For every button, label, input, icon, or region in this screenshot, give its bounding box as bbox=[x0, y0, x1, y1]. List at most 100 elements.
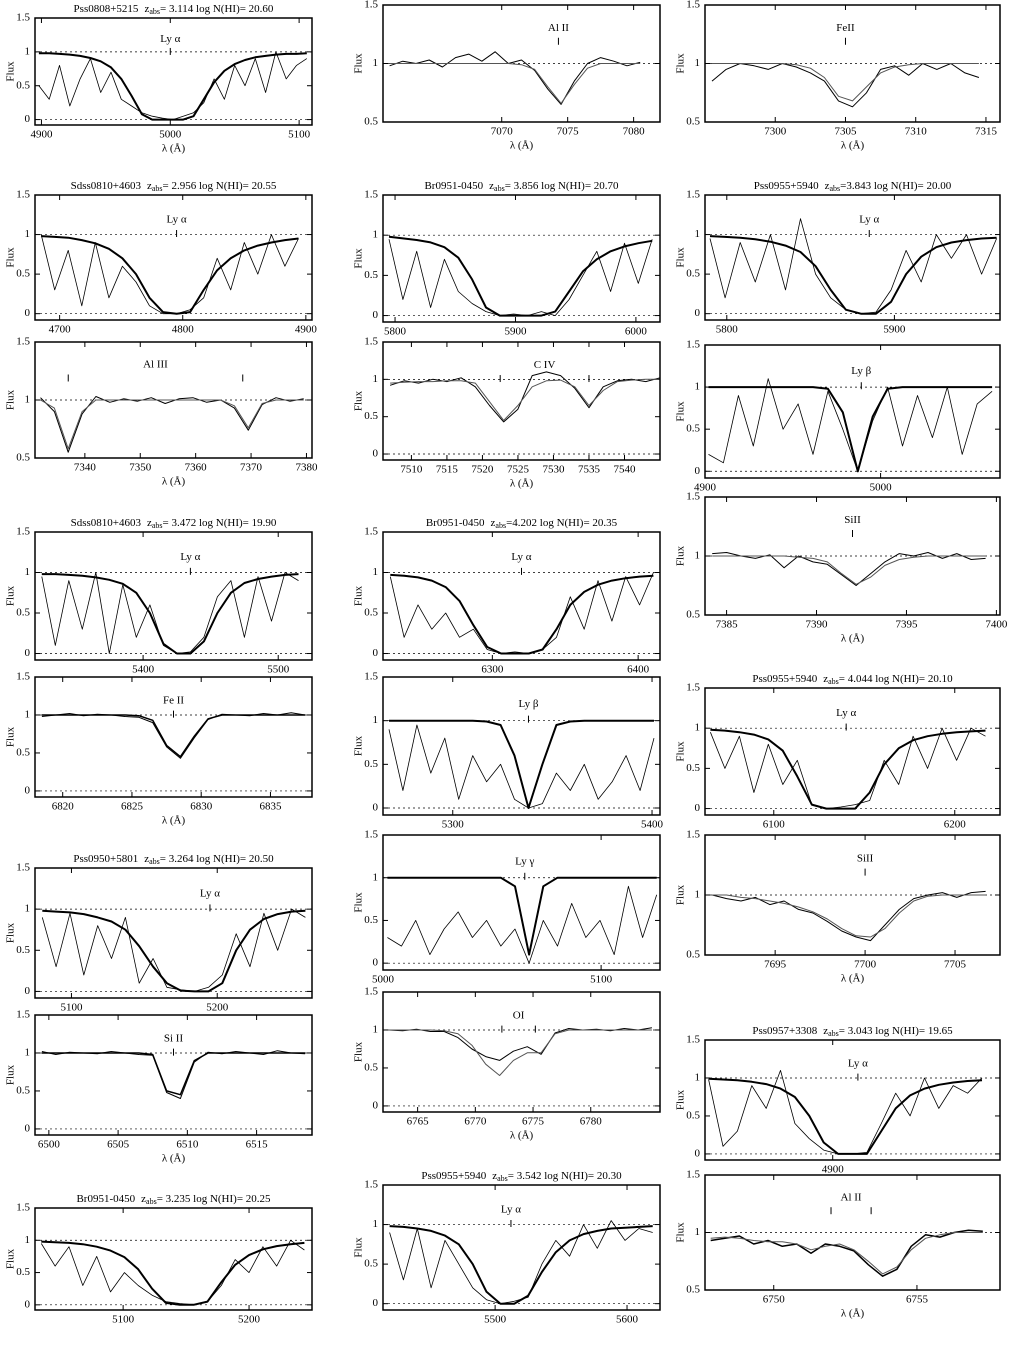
y-tick-label: 1 bbox=[373, 1024, 379, 1036]
y-tick-label: 1 bbox=[695, 1072, 701, 1084]
y-tick-label: 0.5 bbox=[686, 423, 700, 435]
line-label: Al II bbox=[841, 1192, 862, 1204]
x-tick-label: 6775 bbox=[522, 1116, 545, 1128]
y-tick-label: 1.5 bbox=[16, 671, 30, 683]
x-tick-label: 6000 bbox=[625, 326, 648, 338]
y-tick-label: 0 bbox=[695, 465, 701, 477]
spectrum-line bbox=[389, 1225, 653, 1305]
y-tick-label: 1 bbox=[25, 1234, 31, 1246]
spectrum-line bbox=[40, 396, 304, 453]
spectrum-line bbox=[712, 63, 979, 102]
x-tick-label: 6515 bbox=[246, 1139, 269, 1151]
x-tick-label: 6500 bbox=[38, 1139, 61, 1151]
plot-frame bbox=[382, 531, 661, 661]
x-tick-label: 4900 bbox=[822, 1164, 845, 1176]
y-axis-label: Flux bbox=[353, 892, 365, 913]
x-tick-label: 6200 bbox=[944, 819, 967, 831]
x-tick-label: 5800 bbox=[716, 324, 739, 336]
y-axis-label: Flux bbox=[5, 922, 17, 943]
panel: 0.5 1 1.5 7385 7390 7395 7400 SiII Flux λ (Å) bbox=[675, 491, 1008, 645]
title-rest: =4.202 log N(HI)= 20.35 bbox=[506, 517, 618, 529]
spectrum-line bbox=[708, 1077, 983, 1155]
y-tick-label: 1.5 bbox=[686, 1169, 700, 1181]
plot-frame bbox=[382, 834, 661, 971]
y-tick-label: 0.5 bbox=[686, 1284, 700, 1296]
x-tick-label: 7400 bbox=[985, 619, 1008, 631]
x-tick-label: 7520 bbox=[471, 464, 494, 476]
y-tick-label: 1.5 bbox=[686, 1034, 700, 1046]
plot-frame bbox=[34, 676, 313, 798]
title-name: Br0951-0450 bbox=[424, 180, 483, 192]
y-axis-label: Flux bbox=[353, 1041, 365, 1062]
y-tick-label: 0.5 bbox=[364, 914, 378, 926]
title-z: z bbox=[492, 1170, 497, 1182]
plot-frame bbox=[34, 1207, 313, 1311]
x-tick-label: 6400 bbox=[627, 664, 650, 676]
title-rest: = 3.264 log N(HI)= 20.50 bbox=[160, 853, 274, 865]
y-axis-label: Flux bbox=[5, 585, 17, 606]
y-tick-label: 1 bbox=[25, 566, 31, 578]
x-tick-label: 7360 bbox=[185, 462, 208, 474]
x-tick-label: 6770 bbox=[464, 1116, 487, 1128]
y-tick-label: 1 bbox=[25, 394, 31, 406]
y-tick-label: 0 bbox=[25, 307, 31, 319]
y-tick-label: 0 bbox=[373, 802, 379, 814]
y-axis-label: Flux bbox=[675, 1089, 687, 1110]
plot-frame bbox=[382, 4, 661, 123]
y-tick-label: 0 bbox=[373, 647, 379, 659]
line-label: Ly α bbox=[180, 551, 200, 563]
panel-title: Pss0950+5801 zabs= 3.264 log N(HI)= 20.50 bbox=[73, 853, 274, 866]
x-tick-label: 7705 bbox=[944, 959, 967, 971]
y-tick-label: 1.5 bbox=[16, 862, 30, 874]
y-tick-label: 1.5 bbox=[364, 829, 378, 841]
title-sub: abs bbox=[497, 1174, 508, 1183]
plot-frame bbox=[704, 496, 1001, 616]
y-tick-label: 0.5 bbox=[16, 452, 30, 464]
spectrum-line bbox=[388, 235, 653, 317]
panel: 0 0.5 1 1.5 5400 5500 Ly α Flux Sdss0810+4603 zab… bbox=[5, 517, 313, 676]
title-name: Br0951-0450 bbox=[76, 1193, 135, 1205]
y-tick-label: 1 bbox=[373, 1218, 379, 1230]
y-axis-label: Flux bbox=[5, 726, 17, 747]
title-z: z bbox=[144, 853, 149, 865]
y-tick-label: 1 bbox=[25, 709, 31, 721]
x-tick-label: 5500 bbox=[267, 664, 290, 676]
y-axis-label: Flux bbox=[353, 585, 365, 606]
x-tick-label: 7070 bbox=[491, 126, 514, 138]
y-tick-label: 1 bbox=[25, 45, 31, 57]
spectrum-line bbox=[41, 235, 299, 315]
plot-frame bbox=[382, 991, 661, 1113]
y-axis-label: Flux bbox=[5, 389, 17, 410]
panel: 0.5 1 1.5 7340 7350 7360 7370 7380 Al III Flux λ (… bbox=[5, 336, 318, 488]
y-tick-label: 0 bbox=[695, 1147, 701, 1159]
x-axis-label: λ (Å) bbox=[841, 973, 865, 985]
panel: 0.5 1 1.5 7695 7700 7705 SiII Flux λ (Å) bbox=[675, 829, 1001, 985]
x-tick-label: 5900 bbox=[504, 326, 527, 338]
title-sub: abs bbox=[146, 1197, 157, 1206]
x-tick-label: 5100 bbox=[60, 1002, 83, 1014]
x-axis-label: λ (Å) bbox=[841, 633, 865, 645]
y-tick-label: 1.5 bbox=[16, 526, 30, 538]
spectrum-line bbox=[712, 555, 986, 585]
panel-title: Br0951-0450 zabs=4.202 log N(HI)= 20.35 bbox=[426, 517, 618, 530]
x-tick-label: 7350 bbox=[129, 462, 152, 474]
title-sub: abs bbox=[149, 857, 160, 866]
title-name: Pss0957+3308 bbox=[752, 1025, 817, 1037]
x-tick-label: 6830 bbox=[190, 801, 213, 813]
y-tick-label: 1 bbox=[695, 889, 701, 901]
spectrum-line bbox=[41, 1050, 306, 1099]
y-tick-label: 0 bbox=[25, 647, 31, 659]
x-tick-label: 5500 bbox=[484, 1314, 507, 1326]
x-tick-label: 7380 bbox=[295, 462, 318, 474]
line-label: C IV bbox=[534, 359, 556, 371]
line-label: OI bbox=[513, 1010, 525, 1022]
x-tick-label: 5400 bbox=[132, 664, 155, 676]
panel: 0 0.5 1 1.5 5800 5900 Ly α Flux Pss0955+5940 zabs… bbox=[675, 180, 1001, 336]
panel: 0 0.5 1 1.5 6100 6200 Ly α Flux Pss0955+5940 zabs… bbox=[675, 673, 1001, 831]
line-label: Si II bbox=[164, 1033, 184, 1045]
x-tick-label: 4900 bbox=[694, 482, 717, 494]
y-axis-label: Flux bbox=[5, 247, 17, 268]
x-tick-label: 6300 bbox=[481, 664, 504, 676]
y-tick-label: 1.5 bbox=[364, 671, 378, 683]
